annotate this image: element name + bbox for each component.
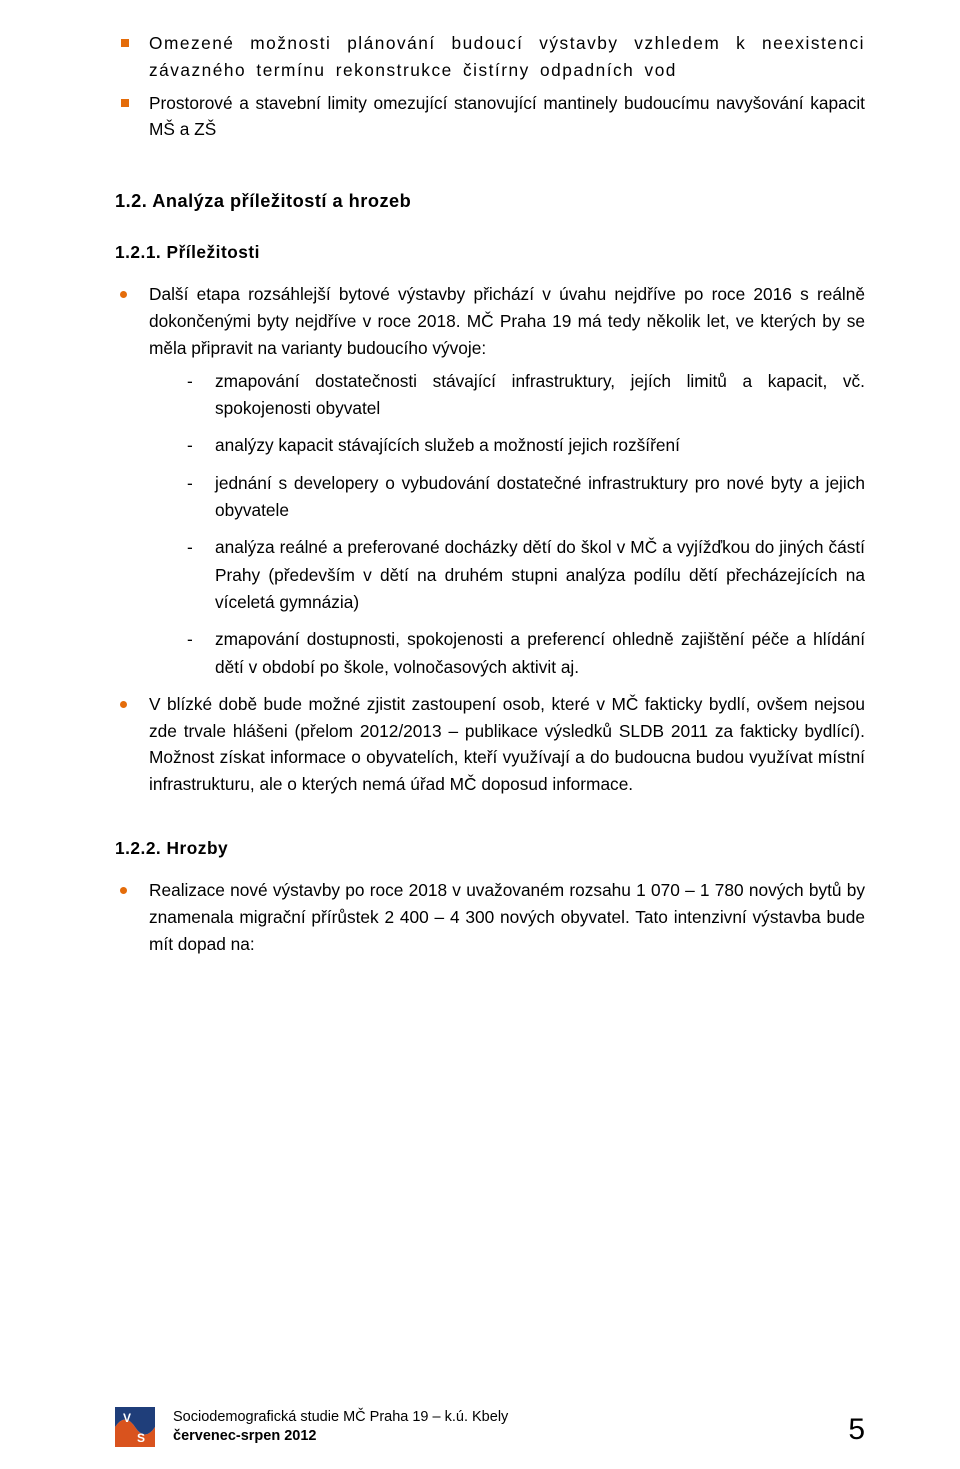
round-bullet-icon	[120, 291, 127, 298]
dash-list: - zmapování dostatečnosti stávající infr…	[149, 368, 865, 681]
threat-item: Realizace nové výstavby po roce 2018 v u…	[115, 877, 865, 957]
dash-text: zmapování dostatečnosti stávající infras…	[215, 371, 865, 418]
page-number: 5	[848, 1413, 865, 1447]
square-bullet-icon	[121, 99, 129, 107]
dash-icon: -	[187, 626, 193, 653]
round-bullet-icon	[120, 887, 127, 894]
dash-text: jednání s developery o vybudování dostat…	[215, 473, 865, 520]
svg-text:V: V	[123, 1411, 131, 1425]
footer-line-2: červenec-srpen 2012	[173, 1427, 848, 1447]
dash-text: analýza reálné a preferované docházky dě…	[215, 537, 865, 612]
round-bullet-icon	[120, 701, 127, 708]
dash-item: - zmapování dostupnosti, spokojenosti a …	[187, 626, 865, 681]
opportunity-item: Další etapa rozsáhlejší bytové výstavby …	[115, 281, 865, 681]
footer-line-1: Sociodemografická studie MČ Praha 19 – k…	[173, 1408, 848, 1428]
footer-text: Sociodemografická studie MČ Praha 19 – k…	[173, 1408, 848, 1447]
opportunity-item: V blízké době bude možné zjistit zastoup…	[115, 691, 865, 798]
document-page: Omezené možnosti plánování budoucí výsta…	[0, 0, 960, 1469]
logo-icon: V S	[115, 1407, 155, 1447]
page-footer: V S Sociodemografická studie MČ Praha 19…	[0, 1407, 960, 1447]
dash-item: - analýza reálné a preferované docházky …	[187, 534, 865, 616]
dash-text: zmapování dostupnosti, spokojenosti a pr…	[215, 629, 865, 676]
top-bullet-item: Prostorové a stavební limity omezující s…	[115, 90, 865, 144]
svg-text:S: S	[137, 1431, 145, 1445]
square-bullet-icon	[121, 39, 129, 47]
opportunities-list: Další etapa rozsáhlejší bytové výstavby …	[115, 281, 865, 798]
dash-item: - jednání s developery o vybudování dost…	[187, 470, 865, 525]
dash-item: - zmapování dostatečnosti stávající infr…	[187, 368, 865, 423]
dash-icon: -	[187, 432, 193, 459]
heading-1-2-2: 1.2.2. Hrozby	[115, 838, 865, 859]
bullet-text: Omezené možnosti plánování budoucí výsta…	[149, 33, 865, 80]
dash-text: analýzy kapacit stávajících služeb a mož…	[215, 435, 680, 455]
top-bullet-list: Omezené možnosti plánování budoucí výsta…	[115, 30, 865, 143]
heading-1-2: 1.2. Analýza příležitostí a hrozeb	[115, 191, 865, 212]
dash-item: - analýzy kapacit stávajících služeb a m…	[187, 432, 865, 459]
dash-icon: -	[187, 368, 193, 395]
threat-text: Realizace nové výstavby po roce 2018 v u…	[149, 877, 865, 957]
bullet-text: Prostorové a stavební limity omezující s…	[149, 93, 865, 140]
threats-list: Realizace nové výstavby po roce 2018 v u…	[115, 877, 865, 957]
opportunity-intro: Další etapa rozsáhlejší bytové výstavby …	[149, 281, 865, 361]
heading-1-2-1: 1.2.1. Příležitosti	[115, 242, 865, 263]
dash-icon: -	[187, 534, 193, 561]
opportunity-text: V blízké době bude možné zjistit zastoup…	[149, 691, 865, 798]
top-bullet-item: Omezené možnosti plánování budoucí výsta…	[115, 30, 865, 84]
dash-icon: -	[187, 470, 193, 497]
